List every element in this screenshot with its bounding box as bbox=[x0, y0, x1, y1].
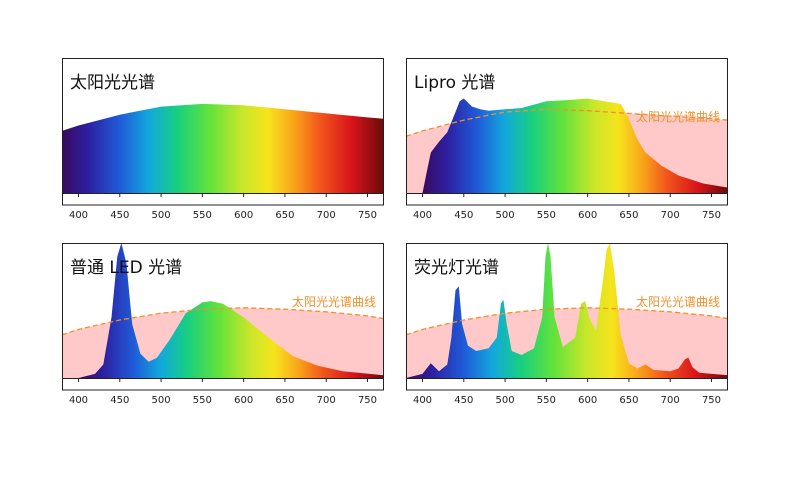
plot-frame bbox=[406, 243, 728, 391]
panel-title: 普通 LED 光谱 bbox=[70, 258, 183, 278]
reference-legend-label: 太阳光光谱曲线 bbox=[635, 295, 720, 309]
x-tick-label: 500 bbox=[496, 210, 515, 221]
plot-frame bbox=[62, 58, 384, 206]
spectrum-area bbox=[406, 243, 728, 378]
reference-curve bbox=[61, 307, 385, 336]
x-tick-label: 450 bbox=[110, 395, 129, 406]
spectrum-area bbox=[422, 98, 728, 193]
chart-svg-2: 400 450 500 550 600 650 700 750 bbox=[61, 243, 385, 406]
x-tick-label: 600 bbox=[234, 210, 253, 221]
reference-curve bbox=[405, 307, 729, 336]
x-tick-label: 500 bbox=[152, 210, 171, 221]
x-tick-label: 550 bbox=[193, 210, 212, 221]
reference-legend-label: 太阳光光谱曲线 bbox=[291, 295, 376, 309]
x-tick-label: 600 bbox=[234, 395, 253, 406]
x-tick-label: 500 bbox=[496, 395, 515, 406]
x-tick-label: 400 bbox=[413, 210, 432, 221]
x-tick-label: 750 bbox=[358, 395, 377, 406]
panel-sunlight: 400 450 500 550 600 650 700 750 太阳光光谱 bbox=[62, 58, 384, 222]
x-tick-label: 700 bbox=[661, 395, 680, 406]
x-tick-label: 450 bbox=[110, 210, 129, 221]
x-tick-label: 650 bbox=[275, 210, 294, 221]
x-tick-label: 550 bbox=[537, 210, 556, 221]
x-tick-label: 700 bbox=[317, 210, 336, 221]
x-tick-label: 400 bbox=[69, 395, 88, 406]
x-tick-label: 400 bbox=[69, 210, 88, 221]
x-tick-label: 600 bbox=[578, 395, 597, 406]
x-tick-label: 750 bbox=[702, 395, 721, 406]
panel-lipro: 400 450 500 550 600 650 700 750 Lipro 光谱 太阳光光谱曲… bbox=[405, 58, 729, 222]
plot-frame bbox=[62, 243, 384, 391]
reference-curve bbox=[405, 108, 729, 137]
x-tick-label: 650 bbox=[275, 395, 294, 406]
chart-svg-0: 400 450 500 550 600 650 700 750 bbox=[62, 58, 384, 221]
panel-title: Lipro 光谱 bbox=[414, 73, 496, 93]
x-tick-label: 700 bbox=[661, 210, 680, 221]
x-tick-label: 450 bbox=[454, 395, 473, 406]
x-tick-label: 550 bbox=[537, 395, 556, 406]
x-tick-label: 450 bbox=[454, 210, 473, 221]
spectrum-area bbox=[78, 243, 384, 378]
chart-svg-1: 400 450 500 550 600 650 700 750 bbox=[405, 58, 729, 221]
x-tick-label: 750 bbox=[702, 210, 721, 221]
chart-svg-3: 400 450 500 550 600 650 700 750 bbox=[405, 243, 729, 406]
x-tick-label: 750 bbox=[358, 210, 377, 221]
panel-fluorescent: 400 450 500 550 600 650 700 750 荧光灯光谱 太阳光光谱曲线 bbox=[405, 243, 729, 407]
x-tick-label: 650 bbox=[619, 395, 638, 406]
x-tick-label: 600 bbox=[578, 210, 597, 221]
x-tick-label: 550 bbox=[193, 395, 212, 406]
plot-frame bbox=[406, 58, 728, 206]
spectrum-area bbox=[62, 103, 384, 193]
reference-legend-label: 太阳光光谱曲线 bbox=[635, 110, 720, 124]
panel-led: 400 450 500 550 600 650 700 750 普通 LED 光谱 太阳光光谱… bbox=[61, 243, 385, 407]
x-tick-label: 700 bbox=[317, 395, 336, 406]
panel-title: 太阳光光谱 bbox=[70, 73, 155, 93]
panel-title: 荧光灯光谱 bbox=[414, 258, 499, 278]
x-tick-label: 400 bbox=[413, 395, 432, 406]
x-tick-label: 650 bbox=[619, 210, 638, 221]
x-tick-label: 500 bbox=[152, 395, 171, 406]
